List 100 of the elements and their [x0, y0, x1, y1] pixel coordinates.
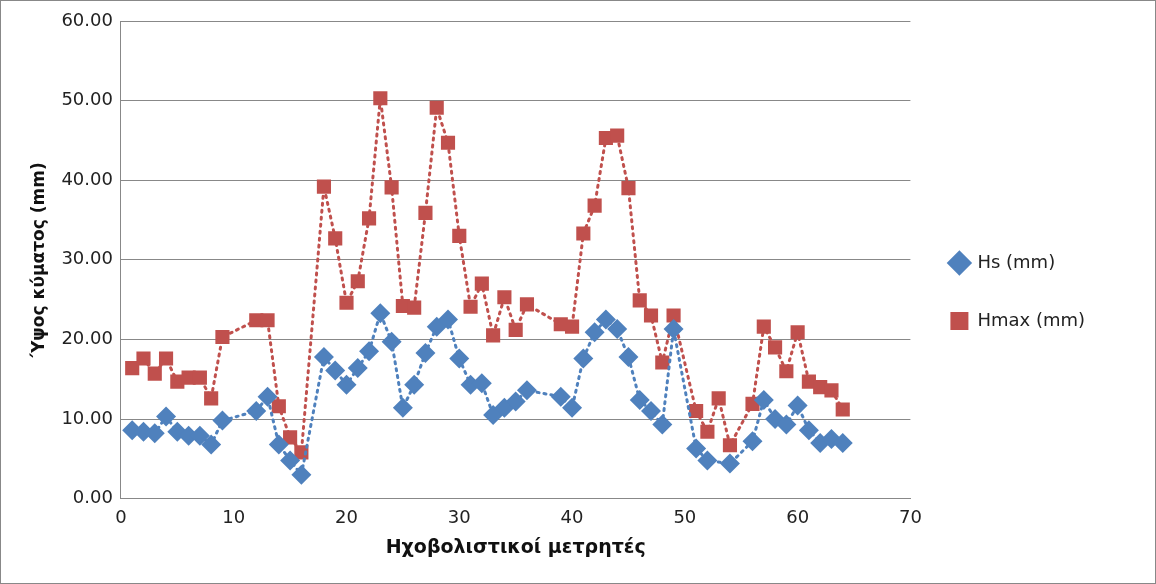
y-tick-label: 40.00 [61, 167, 113, 189]
point [215, 329, 230, 345]
point [641, 401, 662, 422]
point [486, 328, 501, 343]
x-tick-label: 20 [335, 506, 358, 528]
point [313, 346, 334, 367]
y-tick-label: 30.00 [61, 247, 113, 269]
point [719, 453, 740, 474]
point [350, 274, 365, 289]
point [158, 351, 174, 366]
point [268, 434, 289, 455]
point [483, 405, 504, 426]
point [418, 205, 433, 220]
point [779, 364, 794, 379]
point [316, 179, 332, 194]
x-tick-label: 30 [447, 506, 471, 528]
y-tick-label: 10.00 [61, 406, 113, 428]
point [497, 290, 512, 305]
point [147, 366, 162, 381]
point [835, 402, 850, 417]
x-tick-label: 70 [898, 506, 922, 528]
point [607, 319, 628, 340]
point [280, 450, 301, 471]
point [260, 313, 275, 328]
point [426, 316, 447, 337]
point [404, 374, 425, 395]
point [697, 450, 718, 471]
point [201, 434, 222, 455]
point [562, 397, 583, 418]
point [271, 399, 286, 414]
point [564, 319, 580, 334]
point [373, 91, 388, 106]
x-tick-label: 10 [222, 506, 246, 528]
point [666, 308, 681, 323]
point [246, 401, 267, 422]
point [618, 346, 639, 367]
y-tick-label: 60.00 [61, 8, 113, 30]
point [474, 276, 489, 291]
point [798, 420, 819, 441]
point [756, 319, 771, 334]
point [610, 128, 625, 143]
point [663, 319, 684, 340]
point [336, 374, 357, 395]
y-tick-label: 50.00 [61, 88, 113, 110]
point [359, 341, 380, 362]
point [643, 308, 659, 323]
point [621, 181, 636, 196]
point [125, 360, 140, 376]
point [700, 424, 715, 439]
point [573, 348, 594, 369]
point [347, 358, 368, 379]
point [291, 464, 312, 485]
point [415, 342, 436, 363]
point [407, 300, 422, 315]
point [204, 391, 219, 406]
point [257, 386, 278, 407]
point [429, 100, 444, 115]
point [328, 231, 343, 246]
point [832, 432, 853, 453]
point [505, 391, 526, 412]
x-tick-label: 50 [673, 506, 697, 528]
x-tick-label: 60 [786, 506, 810, 528]
point [192, 370, 207, 385]
point [283, 430, 298, 445]
point [550, 386, 571, 407]
point [629, 389, 650, 410]
point [776, 414, 797, 435]
point [824, 383, 839, 398]
point [212, 410, 233, 431]
point [463, 299, 478, 314]
point [790, 325, 805, 340]
point [381, 331, 402, 352]
point [392, 397, 413, 418]
point [787, 395, 808, 416]
x-tick-label: 40 [560, 506, 584, 528]
point [753, 389, 774, 410]
point [452, 228, 467, 243]
point [686, 438, 707, 459]
point [494, 397, 515, 418]
legend-label: Hs (mm) [977, 250, 1056, 272]
point [742, 431, 763, 452]
point [652, 414, 673, 435]
point [584, 322, 605, 343]
y-axis-title: Ύψος κύματος (mm) [27, 162, 48, 359]
x-axis-title: Ηχοβολιστικοί μετρητές [385, 534, 646, 557]
point [370, 303, 391, 324]
point [508, 322, 523, 337]
point [689, 403, 704, 419]
point [361, 211, 377, 226]
point [156, 406, 177, 427]
point [449, 348, 470, 369]
point [595, 309, 616, 330]
point [711, 391, 726, 406]
y-tick-label: 0.00 [72, 486, 113, 508]
point [384, 180, 399, 195]
point [576, 226, 591, 241]
y-tick-label: 20.00 [61, 327, 113, 349]
point [587, 198, 602, 213]
point [136, 351, 151, 366]
point [722, 438, 738, 453]
